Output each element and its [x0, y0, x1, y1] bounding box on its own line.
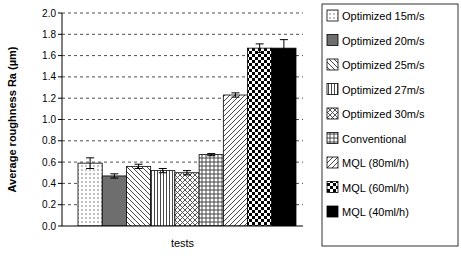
- error-bar: [183, 171, 191, 175]
- legend-swatch: [327, 59, 338, 70]
- error-cap: [207, 155, 215, 156]
- error-stem: [114, 174, 115, 178]
- tick-label: 0.4: [42, 178, 56, 189]
- tick-label: 1.0: [42, 114, 56, 125]
- legend-label: Optimized 15m/s: [342, 10, 425, 22]
- error-stem: [138, 164, 139, 168]
- tick-label: 0.2: [42, 199, 56, 210]
- grid-line: [62, 34, 303, 35]
- error-bar: [256, 44, 264, 53]
- legend-label: Optimized 20m/s: [342, 35, 425, 47]
- tick-label: 1.8: [42, 29, 56, 40]
- grid-line: [62, 13, 303, 14]
- error-stem: [162, 168, 163, 172]
- error-bar: [135, 164, 143, 168]
- error-cap: [256, 52, 264, 53]
- tick-label: 1.4: [42, 71, 56, 82]
- legend-swatch: [327, 108, 338, 119]
- bar: [78, 163, 102, 226]
- error-stem: [259, 44, 260, 53]
- error-bar: [207, 154, 215, 156]
- bar: [175, 173, 199, 226]
- error-cap: [135, 168, 143, 169]
- error-cap: [86, 168, 94, 169]
- error-cap: [183, 170, 191, 171]
- error-bar: [231, 93, 239, 97]
- tick-label: 2.0: [42, 8, 56, 19]
- error-cap: [110, 178, 118, 179]
- tick-mark: [58, 119, 62, 120]
- tick-mark: [58, 162, 62, 163]
- tick-mark: [58, 76, 62, 77]
- legend-swatch: [327, 35, 338, 46]
- bar: [102, 176, 126, 226]
- y-axis: [62, 13, 63, 226]
- legend-label: MQL (60ml/h): [342, 182, 409, 194]
- legend-swatch: [327, 10, 338, 21]
- bar: [126, 166, 150, 226]
- legend: Optimized 15m/s Optimized 20m/s Optimized …: [322, 4, 458, 246]
- error-cap: [280, 39, 288, 40]
- legend-swatch: [327, 182, 338, 193]
- bar: [223, 95, 247, 226]
- error-cap: [86, 157, 94, 158]
- error-cap: [280, 56, 288, 57]
- error-cap: [159, 168, 167, 169]
- legend-swatch: [327, 133, 338, 144]
- tick-mark: [58, 55, 62, 56]
- error-cap: [231, 97, 239, 98]
- legend-label: Optimized 25m/s: [342, 59, 425, 71]
- error-cap: [207, 153, 215, 154]
- error-cap: [135, 164, 143, 165]
- bar: [272, 48, 296, 226]
- error-bar: [110, 174, 118, 178]
- error-bar: [280, 40, 288, 57]
- error-cap: [159, 172, 167, 173]
- legend-swatch: [327, 206, 338, 217]
- legend-box: [322, 4, 458, 246]
- error-stem: [187, 171, 188, 175]
- tick-label: 0.8: [42, 135, 56, 146]
- tick-label: 1.6: [42, 50, 56, 61]
- error-stem: [283, 40, 284, 57]
- bar: [199, 155, 223, 226]
- error-cap: [231, 92, 239, 93]
- legend-label: Optimized 27m/s: [342, 84, 425, 96]
- x-axis: [62, 226, 303, 227]
- tick-mark: [58, 140, 62, 141]
- error-stem: [235, 93, 236, 97]
- y-axis-label: Average roughness Ra (µm): [6, 46, 18, 192]
- error-cap: [183, 174, 191, 175]
- bar: [151, 171, 175, 226]
- x-axis-label: tests: [171, 237, 195, 249]
- bar: [248, 48, 272, 226]
- error-stem: [90, 158, 91, 169]
- legend-label: Conventional: [342, 133, 406, 145]
- legend-label: MQL (40ml/h): [342, 206, 409, 218]
- tick-label: 0.0: [42, 221, 56, 232]
- legend-label: Optimized 30m/s: [342, 108, 425, 120]
- tick-mark: [58, 204, 62, 205]
- error-bar: [159, 168, 167, 172]
- error-bar: [86, 158, 94, 169]
- tick-mark: [58, 13, 62, 14]
- tick-label: 0.6: [42, 157, 56, 168]
- error-cap: [256, 43, 264, 44]
- tick-mark: [58, 226, 62, 227]
- error-cap: [110, 173, 118, 174]
- tick-mark: [58, 34, 62, 35]
- chart: 0.0 0.2 0.4 0.6 0.8 1.0 1.2 1.4 1.6 1.8 2.0 Average…: [0, 0, 461, 260]
- legend-swatch: [327, 157, 338, 168]
- bars: [78, 40, 296, 226]
- tick-label: 1.2: [42, 93, 56, 104]
- legend-swatch: [327, 84, 338, 95]
- tick-mark: [58, 183, 62, 184]
- legend-label: MQL (80ml/h): [342, 157, 409, 169]
- tick-mark: [58, 98, 62, 99]
